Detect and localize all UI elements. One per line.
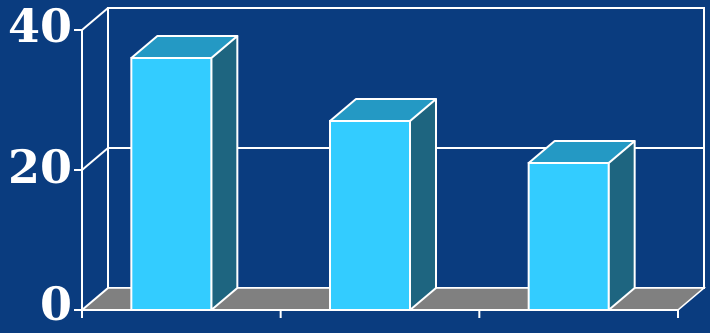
y-tick-label-40: 40 xyxy=(8,0,72,53)
bar-2-side xyxy=(409,98,437,311)
bar-3-side xyxy=(607,140,636,311)
wall-diagonal-40 xyxy=(81,7,109,31)
bar-3-front xyxy=(527,162,610,311)
bar-3 xyxy=(527,140,636,311)
bar-2-front xyxy=(329,120,411,311)
bars xyxy=(130,35,636,311)
y-tick-labels: 0 20 40 xyxy=(8,0,72,331)
bar-1-front xyxy=(130,57,213,311)
axes xyxy=(74,29,679,318)
y-tick-label-0: 0 xyxy=(40,277,72,331)
wall-diagonal-0 xyxy=(81,287,109,311)
bar-1-side xyxy=(210,35,239,311)
y-tick-label-20: 20 xyxy=(8,140,72,194)
bar-1 xyxy=(130,35,239,311)
wall-diagonal-20 xyxy=(81,147,109,171)
bar-2 xyxy=(329,98,437,311)
